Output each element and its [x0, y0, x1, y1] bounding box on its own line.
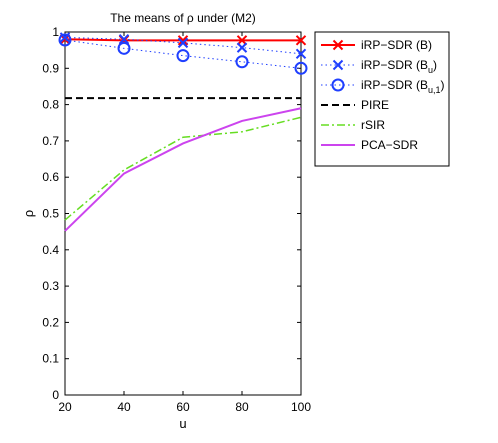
- x-axis: 20 40 60 80 100: [58, 32, 311, 414]
- y-tick-label: 1: [52, 25, 59, 39]
- y-tick-label: 0.3: [42, 279, 59, 293]
- data-point: [177, 37, 189, 49]
- legend-item: PCA−SDR: [321, 138, 418, 152]
- y-axis-label: ρ: [21, 210, 36, 217]
- y-axis: 0 0.1 0.2 0.3 0.4 0.5 0.6 0.7 0.8 0.9 1: [42, 25, 301, 402]
- legend-item: iRP−SDR (B): [321, 38, 432, 52]
- data-point: [236, 42, 248, 53]
- x-tick-label: 20: [58, 400, 72, 414]
- plot-area: [64, 31, 302, 396]
- legend-item: rSIR: [321, 118, 385, 132]
- y-tick-label: 0.9: [42, 61, 59, 75]
- x-tick-label: 40: [117, 400, 131, 414]
- y-tick-label: 0.6: [42, 170, 59, 184]
- y-tick-label: 0.5: [42, 207, 59, 221]
- series-5: [64, 116, 302, 221]
- data-point: [118, 34, 130, 45]
- data-point: [295, 48, 307, 59]
- legend-marker: [331, 78, 345, 92]
- x-tick-label: 80: [235, 400, 249, 414]
- x-tick-label: 60: [176, 400, 190, 414]
- y-tick-label: 0.4: [42, 243, 59, 257]
- legend-label: iRP−SDR (Bu): [361, 58, 437, 75]
- series-6: [64, 107, 302, 232]
- series-line: [64, 116, 302, 221]
- series-line: [64, 39, 302, 69]
- data-point: [58, 33, 72, 47]
- series-layer: [58, 32, 308, 232]
- legend-box: [314, 31, 450, 167]
- series-2: [59, 32, 307, 59]
- legend-label: iRP−SDR (Bu,1): [361, 78, 445, 95]
- series-3: [58, 33, 308, 75]
- legend-marker: [332, 59, 344, 71]
- legend-label: PIRE: [361, 98, 389, 112]
- data-point: [235, 55, 249, 69]
- data-point: [117, 41, 131, 55]
- series-line: [64, 107, 302, 232]
- x-tick-label: 100: [291, 400, 311, 414]
- data-point: [294, 61, 308, 75]
- data-point: [176, 49, 190, 63]
- legend-item: PIRE: [321, 98, 389, 112]
- legend-item: iRP−SDR (Bu): [321, 58, 437, 75]
- data-point: [177, 35, 189, 46]
- y-tick-label: 0.7: [42, 134, 59, 148]
- data-point: [295, 35, 307, 46]
- y-tick-label: 0.2: [42, 315, 59, 329]
- x-axis-label: u: [179, 416, 186, 431]
- legend-label: iRP−SDR (B): [361, 38, 432, 52]
- chart-title: The means of ρ under (M2): [110, 11, 256, 25]
- y-tick-label: 0: [52, 388, 59, 402]
- legend: iRP−SDR (B) iRP−SDR (Bu) iRP−SDR (Bu,1) PIR…: [314, 31, 450, 167]
- y-tick-label: 0.8: [42, 98, 59, 112]
- legend-label: rSIR: [361, 118, 385, 132]
- legend-label: PCA−SDR: [361, 138, 418, 152]
- y-tick-label: 0.1: [42, 352, 59, 366]
- legend-marker: [332, 39, 344, 51]
- plot-frame: [64, 31, 302, 396]
- legend-item: iRP−SDR (Bu,1): [321, 78, 445, 95]
